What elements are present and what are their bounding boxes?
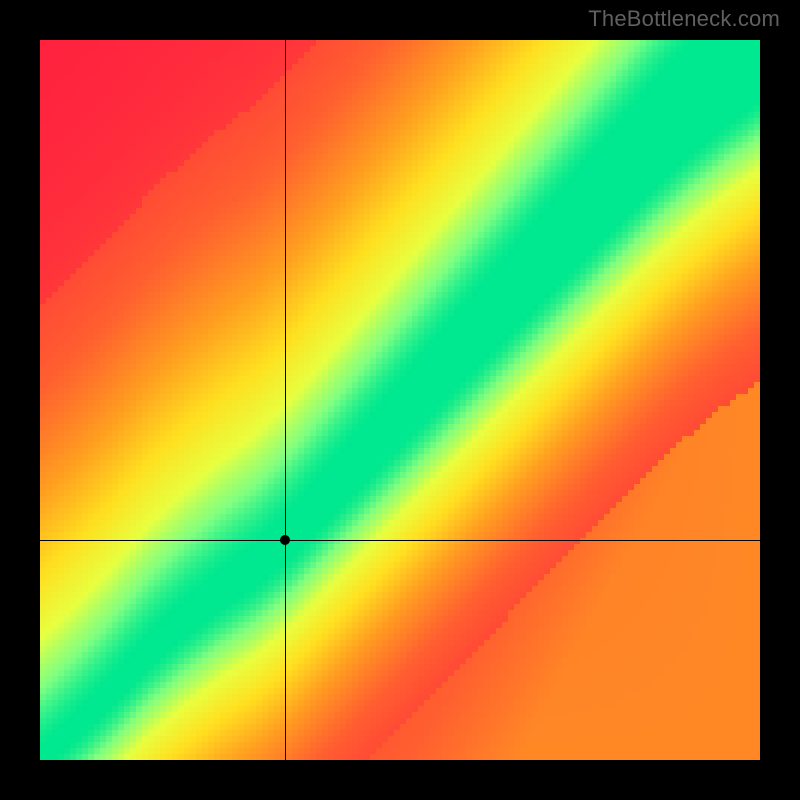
heatmap-plot [40,40,760,760]
selection-marker [280,535,290,545]
crosshair-vertical [285,40,286,760]
crosshair-horizontal [40,540,760,541]
watermark-text: TheBottleneck.com [588,6,780,32]
heatmap-canvas [40,40,760,760]
